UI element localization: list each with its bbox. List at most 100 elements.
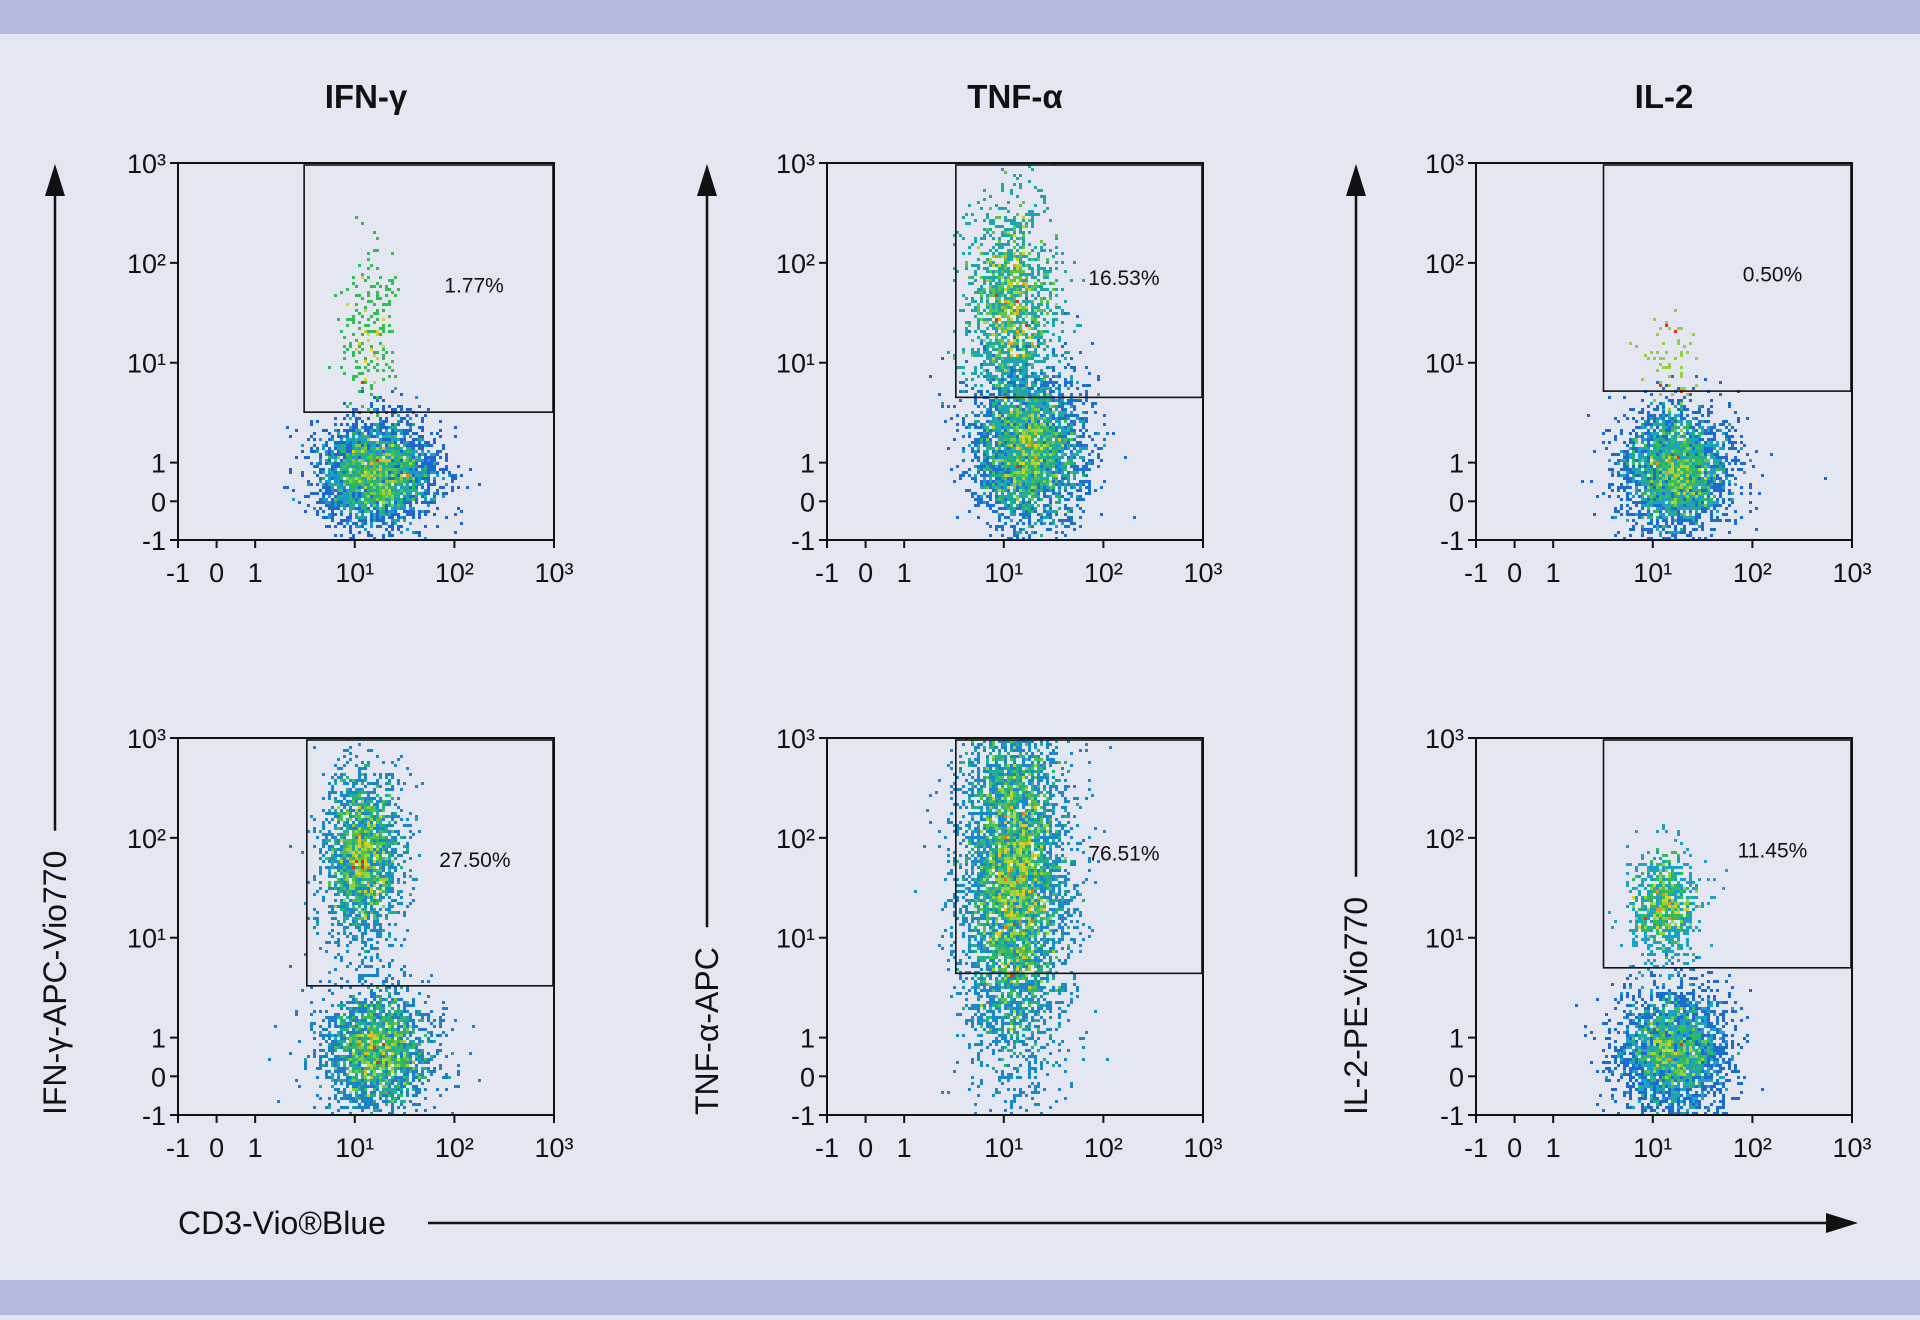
event-bin	[1016, 357, 1019, 360]
event-bin	[409, 489, 412, 492]
event-bin	[1004, 447, 1007, 450]
event-bin	[1611, 483, 1614, 486]
event-bin	[397, 456, 400, 459]
event-bin	[1716, 477, 1719, 480]
event-bin	[1088, 468, 1091, 471]
event-bin	[1025, 483, 1028, 486]
event-bin	[1025, 294, 1028, 297]
event-bin	[1686, 492, 1689, 495]
event-bin	[352, 408, 355, 411]
event-bin	[406, 429, 409, 432]
event-bin	[1689, 393, 1692, 396]
event-bin	[421, 453, 424, 456]
event-bin	[1049, 501, 1052, 504]
event-bin	[1662, 420, 1665, 423]
event-bin	[1659, 525, 1662, 528]
event-bin	[995, 369, 998, 372]
event-bin	[1677, 486, 1680, 489]
event-bin	[427, 477, 430, 480]
event-bin	[1665, 426, 1668, 429]
event-bin	[376, 267, 379, 270]
event-bin	[1734, 429, 1737, 432]
event-bin	[1704, 378, 1707, 381]
event-bin	[322, 483, 325, 486]
event-bin	[1677, 495, 1680, 498]
event-bin	[373, 513, 376, 516]
event-bin	[1061, 321, 1064, 324]
event-bin	[433, 456, 436, 459]
event-bin	[995, 336, 998, 339]
column-title: TNF-α	[967, 78, 1062, 115]
event-bin	[992, 435, 995, 438]
event-bin	[334, 495, 337, 498]
y-axis-label: IFN-γ-APC-Vio770	[37, 851, 73, 1115]
event-bin	[968, 474, 971, 477]
event-bin	[343, 453, 346, 456]
event-bin	[1040, 519, 1043, 522]
event-bin	[1040, 453, 1043, 456]
event-bin	[1683, 501, 1686, 504]
event-bin	[1049, 450, 1052, 453]
event-bin	[1067, 525, 1070, 528]
event-bin	[1058, 402, 1061, 405]
event-bin	[1022, 357, 1025, 360]
event-bin	[1064, 435, 1067, 438]
event-bin	[1025, 465, 1028, 468]
event-bin	[1701, 528, 1704, 531]
event-bin	[406, 447, 409, 450]
event-bin	[995, 486, 998, 489]
event-bin	[992, 333, 995, 336]
event-bin	[980, 483, 983, 486]
event-bin	[998, 462, 1001, 465]
event-bin	[1025, 411, 1028, 414]
event-bin	[1734, 519, 1737, 522]
event-bin	[1001, 468, 1004, 471]
event-bin	[1004, 390, 1007, 393]
top-band	[0, 0, 1920, 34]
event-bin	[986, 228, 989, 231]
event-bin	[373, 312, 376, 315]
event-bin	[995, 426, 998, 429]
event-bin	[1659, 480, 1662, 483]
event-bin	[1010, 360, 1013, 363]
event-bin	[1070, 411, 1073, 414]
event-bin	[1629, 477, 1632, 480]
event-bin	[379, 432, 382, 435]
event-bin	[1052, 375, 1055, 378]
event-bin	[397, 462, 400, 465]
event-bin	[1001, 486, 1004, 489]
event-bin	[1028, 390, 1031, 393]
event-bin	[412, 438, 415, 441]
event-bin	[1611, 489, 1614, 492]
event-bin	[1010, 318, 1013, 321]
event-bin	[1088, 459, 1091, 462]
event-bin	[1650, 501, 1653, 504]
event-bin	[1016, 345, 1019, 348]
event-bin	[1019, 330, 1022, 333]
event-bin	[415, 396, 418, 399]
event-bin	[1611, 471, 1614, 474]
event-bin	[1043, 471, 1046, 474]
event-bin	[1010, 273, 1013, 276]
event-bin	[442, 486, 445, 489]
event-bin	[977, 375, 980, 378]
event-bin	[367, 267, 370, 270]
event-bin	[1695, 504, 1698, 507]
event-bin	[367, 291, 370, 294]
event-bin	[346, 444, 349, 447]
event-bin	[989, 219, 992, 222]
event-bin	[1025, 300, 1028, 303]
event-bin	[980, 354, 983, 357]
event-bin	[998, 351, 1001, 354]
event-bin	[986, 456, 989, 459]
event-bin	[995, 291, 998, 294]
event-bin	[998, 273, 1001, 276]
event-bin	[1055, 438, 1058, 441]
event-bin	[358, 321, 361, 324]
event-bin	[998, 459, 1001, 462]
event-bin	[962, 366, 965, 369]
event-bin	[1671, 498, 1674, 501]
event-bin	[995, 306, 998, 309]
event-bin	[418, 435, 421, 438]
event-bin	[457, 465, 460, 468]
